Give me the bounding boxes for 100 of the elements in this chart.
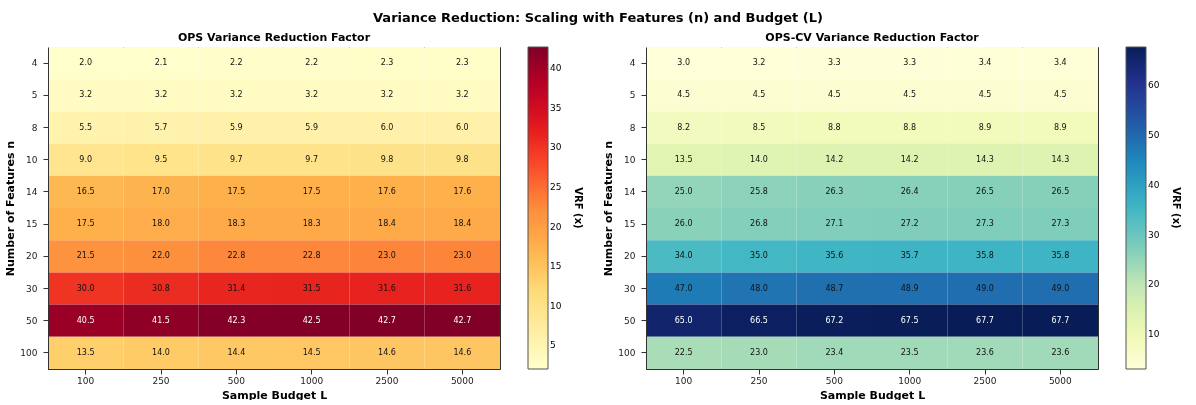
color-bar-label: 30 bbox=[550, 142, 562, 153]
data-label: 27.2 bbox=[900, 219, 919, 229]
data-label: 13.5 bbox=[76, 347, 95, 357]
y-tick-label: 15 bbox=[26, 219, 38, 230]
data-label: 5.7 bbox=[154, 122, 168, 132]
color-bar-title: VRF (x) bbox=[573, 187, 584, 229]
data-label: 23.0 bbox=[453, 251, 472, 261]
data-label: 17.5 bbox=[227, 186, 246, 196]
y-tick-label: 30 bbox=[26, 283, 38, 294]
data-label: 14.2 bbox=[825, 154, 844, 164]
y-tick-label: 4 bbox=[629, 58, 636, 69]
data-label: 27.3 bbox=[1051, 219, 1070, 229]
data-label: 48.7 bbox=[825, 283, 844, 293]
data-label: 17.0 bbox=[152, 186, 170, 196]
data-label: 14.2 bbox=[900, 154, 919, 164]
data-label: 8.2 bbox=[677, 122, 691, 132]
y-tick-label: 50 bbox=[26, 315, 38, 326]
data-label: 17.6 bbox=[453, 186, 472, 196]
data-label: 26.4 bbox=[900, 186, 919, 196]
chart-title: OPS Variance Reduction Factor bbox=[177, 31, 371, 44]
data-label: 14.3 bbox=[1051, 154, 1070, 164]
data-label: 16.5 bbox=[76, 186, 95, 196]
color-bar-title: VRF (x) bbox=[1171, 187, 1182, 229]
data-label: 3.4 bbox=[1053, 58, 1067, 68]
y-tick-label: 5 bbox=[629, 90, 636, 101]
data-label: 4.5 bbox=[1053, 90, 1067, 100]
data-label: 4.5 bbox=[978, 90, 992, 100]
data-label: 9.8 bbox=[380, 154, 394, 164]
data-label: 31.4 bbox=[227, 283, 246, 293]
data-label: 35.0 bbox=[750, 251, 768, 261]
data-label: 31.6 bbox=[378, 283, 396, 293]
data-label: 3.2 bbox=[79, 90, 93, 100]
chart-title: OPS-CV Variance Reduction Factor bbox=[765, 31, 980, 44]
data-label: 27.3 bbox=[976, 219, 994, 229]
data-label: 23.6 bbox=[1051, 347, 1070, 357]
x-tick-label: 2500 bbox=[973, 375, 997, 386]
data-label: 3.3 bbox=[827, 58, 841, 68]
data-label: 18.4 bbox=[378, 219, 396, 229]
color-bar-label: 25 bbox=[550, 182, 562, 193]
data-label: 3.2 bbox=[752, 58, 766, 68]
data-label: 25.0 bbox=[674, 186, 693, 196]
data-label: 14.4 bbox=[227, 347, 246, 357]
data-label: 26.8 bbox=[750, 219, 768, 229]
y-axis-title: Number of Features n bbox=[4, 140, 18, 277]
data-label: 49.0 bbox=[1051, 283, 1070, 293]
data-label: 65.0 bbox=[674, 315, 693, 325]
data-label: 2.3 bbox=[380, 58, 394, 68]
color-bar-label: 40 bbox=[550, 63, 562, 74]
x-tick-label: 250 bbox=[750, 375, 768, 386]
data-label: 42.7 bbox=[453, 315, 472, 325]
data-label: 18.3 bbox=[302, 219, 321, 229]
y-axis-title: Number of Features n bbox=[602, 140, 616, 277]
data-label: 3.2 bbox=[154, 90, 168, 100]
color-bar-label: 50 bbox=[1148, 130, 1160, 141]
data-label: 35.6 bbox=[825, 251, 844, 261]
data-label: 26.3 bbox=[825, 186, 844, 196]
data-label: 67.2 bbox=[825, 315, 844, 325]
text: Variance Reduction: Scaling with Features (n) and Budget (L) bbox=[372, 9, 824, 27]
y-tick-label: 14 bbox=[26, 186, 38, 197]
x-axis-title: Sample Budget L bbox=[819, 388, 926, 402]
data-label: 3.3 bbox=[903, 58, 917, 68]
data-label: 9.0 bbox=[79, 154, 93, 164]
data-label: 9.8 bbox=[455, 154, 469, 164]
data-label: 22.5 bbox=[674, 347, 693, 357]
data-label: 49.0 bbox=[976, 283, 994, 293]
data-label: 35.8 bbox=[1051, 251, 1070, 261]
data-label: 25.8 bbox=[750, 186, 768, 196]
data-label: 4.5 bbox=[752, 90, 766, 100]
data-label: 21.5 bbox=[76, 251, 95, 261]
data-label: 35.8 bbox=[976, 251, 994, 261]
data-label: 26.0 bbox=[674, 219, 693, 229]
x-tick-label: 500 bbox=[825, 375, 844, 386]
data-label: 6.0 bbox=[455, 122, 469, 132]
data-label: 35.7 bbox=[900, 251, 919, 261]
y-tick-label: 15 bbox=[624, 219, 636, 230]
x-tick-label: 1000 bbox=[898, 375, 922, 386]
data-label: 66.5 bbox=[750, 315, 768, 325]
y-tick-label: 10 bbox=[26, 154, 38, 165]
data-label: 14.5 bbox=[302, 347, 321, 357]
data-label: 23.0 bbox=[750, 347, 768, 357]
data-label: 22.8 bbox=[227, 251, 246, 261]
color-bar-label: 60 bbox=[1148, 80, 1160, 91]
y-tick-label: 20 bbox=[26, 251, 38, 262]
data-label: 31.6 bbox=[453, 283, 472, 293]
data-label: 26.5 bbox=[1051, 186, 1070, 196]
data-label: 18.4 bbox=[453, 219, 472, 229]
y-tick-label: 50 bbox=[624, 315, 636, 326]
color-bar-label: 10 bbox=[1148, 329, 1160, 340]
data-label: 30.0 bbox=[76, 283, 95, 293]
data-label: 8.9 bbox=[978, 122, 992, 132]
y-tick-label: 10 bbox=[624, 154, 636, 165]
y-tick-label: 100 bbox=[618, 347, 636, 358]
y-tick-label: 5 bbox=[31, 90, 38, 101]
color-bar-label: 30 bbox=[1148, 229, 1160, 240]
data-label: 23.0 bbox=[378, 251, 396, 261]
data-label: 8.9 bbox=[1053, 122, 1067, 132]
data-label: 67.7 bbox=[1051, 315, 1070, 325]
data-label: 17.5 bbox=[76, 219, 95, 229]
data-label: 2.2 bbox=[229, 58, 243, 68]
data-label: 4.5 bbox=[677, 90, 691, 100]
